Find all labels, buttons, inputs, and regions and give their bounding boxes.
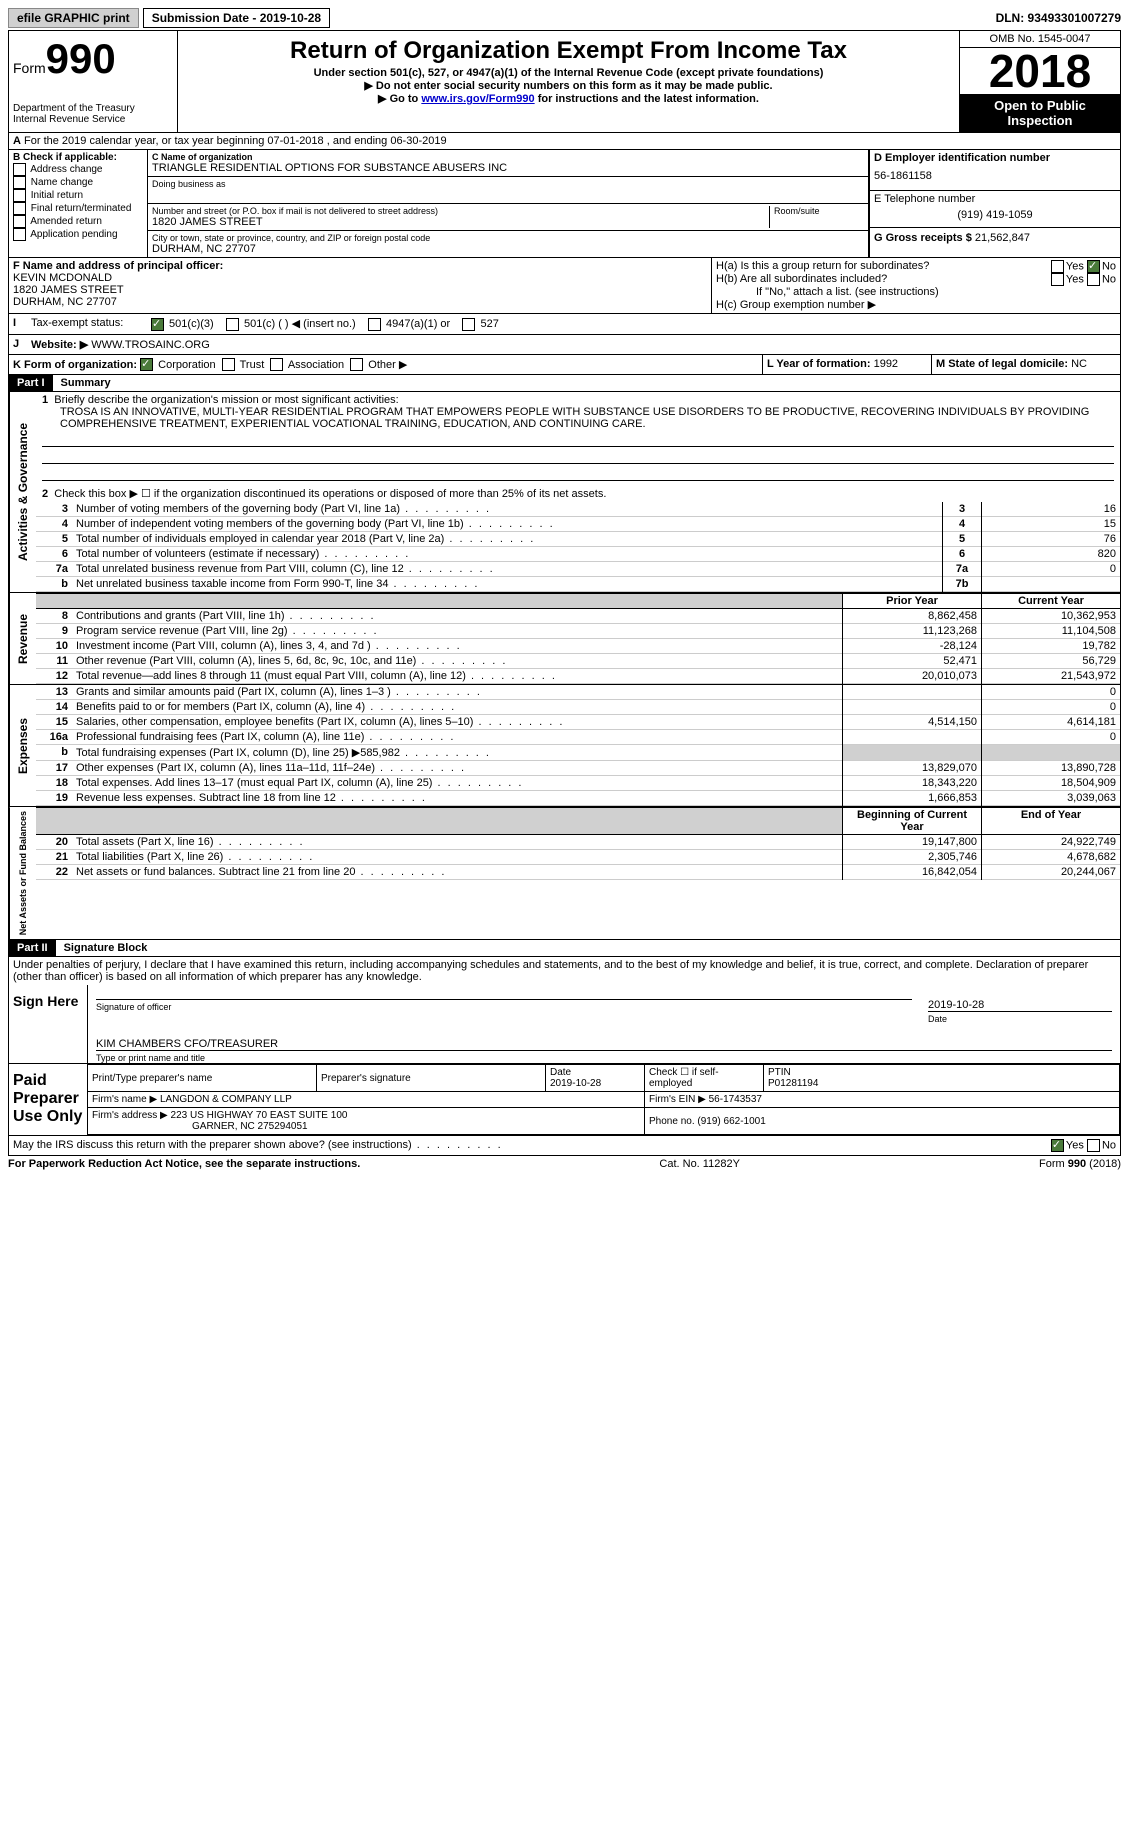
form-note1: ▶ Do not enter social security numbers o…: [186, 79, 951, 92]
tax-status-opt[interactable]: 501(c)(3): [151, 318, 226, 330]
org-form-opt[interactable]: Other ▶: [347, 359, 410, 371]
box-b: B Check if applicable: Address change Na…: [9, 150, 148, 258]
governance-table: 3Number of voting members of the governi…: [36, 502, 1120, 592]
tax-year: 2018: [960, 48, 1120, 94]
form-container: Form990 Department of the Treasury Inter…: [8, 30, 1121, 1156]
org-name: TRIANGLE RESIDENTIAL OPTIONS FOR SUBSTAN…: [152, 162, 864, 174]
vert-governance: Activities & Governance: [9, 392, 36, 592]
org-form-opt[interactable]: Association: [267, 359, 347, 371]
ein-label: D Employer identification number: [874, 152, 1116, 164]
org-form-opt[interactable]: Corporation: [140, 359, 219, 371]
paid-preparer-block: Paid Preparer Use Only Print/Type prepar…: [9, 1064, 1120, 1136]
dln: DLN: 93493301007279: [996, 11, 1121, 25]
entity-info-block: B Check if applicable: Address change Na…: [9, 150, 1120, 258]
form-subtitle: Under section 501(c), 527, or 4947(a)(1)…: [186, 67, 951, 79]
box-j: J Website: ▶ WWW.TROSAINC.ORG: [9, 335, 1120, 355]
section-revenue: Revenue Prior YearCurrent Year8Contribut…: [9, 593, 1120, 685]
h-a: H(a) Is this a group return for subordin…: [716, 260, 1051, 273]
vert-netassets: Net Assets or Fund Balances: [9, 807, 36, 939]
box-klm: K Form of organization: Corporation Trus…: [9, 355, 1120, 376]
checkbox-final-return-terminated[interactable]: Final return/terminated: [13, 202, 143, 215]
officer-addr1: 1820 JAMES STREET: [13, 284, 707, 296]
website[interactable]: WWW.TROSAINC.ORG: [91, 339, 210, 351]
open-public: Open to Public Inspection: [960, 94, 1120, 132]
form-number: Form990: [13, 35, 173, 83]
may-irs-discuss: May the IRS discuss this return with the…: [9, 1136, 1120, 1155]
vert-expenses: Expenses: [9, 685, 36, 806]
org-name-label: C Name of organization: [152, 152, 864, 162]
h-c: H(c) Group exemption number ▶: [716, 298, 1116, 311]
room-label: Room/suite: [774, 206, 864, 216]
tax-status-opt[interactable]: 527: [462, 318, 511, 330]
line-a: A For the 2019 calendar year, or tax yea…: [9, 133, 1120, 150]
box-i: I Tax-exempt status: 501(c)(3) 501(c) ( …: [9, 314, 1120, 335]
city-state-zip: DURHAM, NC 27707: [152, 243, 864, 255]
declaration: Under penalties of perjury, I declare th…: [9, 957, 1120, 985]
part2-header: Part II Signature Block: [9, 940, 1120, 957]
phone-label: E Telephone number: [874, 193, 1116, 205]
city-label: City or town, state or province, country…: [152, 233, 864, 243]
dba-label: Doing business as: [152, 179, 864, 189]
officer-name: KEVIN MCDONALD: [13, 272, 707, 284]
checkbox-application-pending[interactable]: Application pending: [13, 228, 143, 241]
checkbox-initial-return[interactable]: Initial return: [13, 189, 143, 202]
officer-addr2: DURHAM, NC 27707: [13, 296, 707, 308]
netassets-table: Beginning of Current YearEnd of Year20To…: [36, 807, 1120, 880]
section-expenses: Expenses 13Grants and similar amounts pa…: [9, 685, 1120, 807]
h-b: H(b) Are all subordinates included?: [716, 273, 1051, 286]
form-header: Form990 Department of the Treasury Inter…: [9, 31, 1120, 133]
vert-revenue: Revenue: [9, 593, 36, 684]
officer-label: F Name and address of principal officer:: [13, 260, 707, 272]
checkbox-name-change[interactable]: Name change: [13, 176, 143, 189]
ein-value: 56-1861158: [874, 164, 1116, 188]
page-footer: For Paperwork Reduction Act Notice, see …: [8, 1156, 1121, 1172]
tax-status-opt[interactable]: 501(c) ( ) ◀ (insert no.): [226, 318, 368, 330]
street-address: 1820 JAMES STREET: [152, 216, 769, 228]
tax-status-opt[interactable]: 4947(a)(1) or: [368, 318, 462, 330]
phone-value: (919) 419-1059: [874, 205, 1116, 225]
officer-group-block: F Name and address of principal officer:…: [9, 258, 1120, 314]
checkbox-amended-return[interactable]: Amended return: [13, 215, 143, 228]
submission-date: Submission Date - 2019-10-28: [143, 8, 330, 28]
checkbox-address-change[interactable]: Address change: [13, 163, 143, 176]
expenses-table: 13Grants and similar amounts paid (Part …: [36, 685, 1120, 806]
efile-button[interactable]: efile GRAPHIC print: [8, 8, 139, 28]
addr-label: Number and street (or P.O. box if mail i…: [152, 206, 769, 216]
sign-here-block: Sign Here Signature of officer 2019-10-2…: [9, 985, 1120, 1064]
top-bar: efile GRAPHIC print Submission Date - 20…: [8, 8, 1121, 28]
section-netassets: Net Assets or Fund Balances Beginning of…: [9, 807, 1120, 940]
form-title: Return of Organization Exempt From Incom…: [186, 37, 951, 65]
mission-text: TROSA IS AN INNOVATIVE, MULTI-YEAR RESID…: [42, 406, 1114, 430]
irs-link[interactable]: www.irs.gov/Form990: [421, 93, 534, 105]
revenue-table: Prior YearCurrent Year8Contributions and…: [36, 593, 1120, 684]
h-b-note: If "No," attach a list. (see instruction…: [716, 286, 1116, 298]
section-governance: Activities & Governance 1 Briefly descri…: [9, 392, 1120, 593]
irs-label: Internal Revenue Service: [13, 114, 173, 125]
dept-label: Department of the Treasury: [13, 103, 173, 114]
org-form-opt[interactable]: Trust: [219, 359, 268, 371]
gross-receipts-label: G Gross receipts $: [874, 232, 972, 244]
form-note2: ▶ Go to www.irs.gov/Form990 for instruct…: [186, 92, 951, 105]
part1-header: Part I Summary: [9, 375, 1120, 392]
gross-receipts-value: 21,562,847: [975, 232, 1030, 244]
